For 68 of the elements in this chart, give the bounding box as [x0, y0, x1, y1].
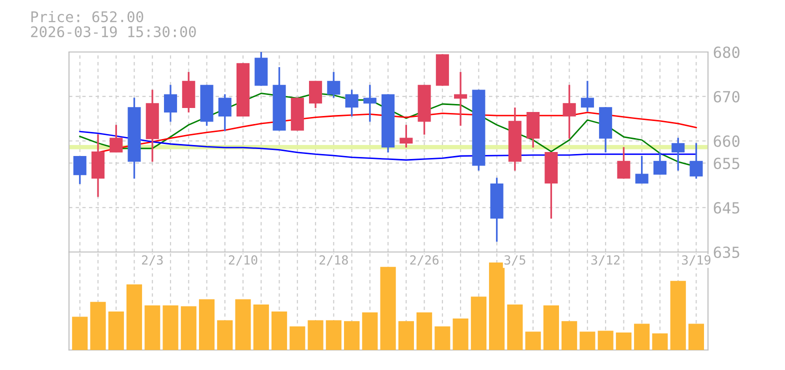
bar [90, 302, 106, 350]
y-tick-label: 670 [714, 90, 740, 103]
bar [253, 304, 269, 350]
bar [108, 312, 124, 350]
bar [470, 296, 486, 350]
bar [434, 326, 450, 350]
candlestick [363, 84, 376, 123]
y-tick-label: 635 [714, 246, 740, 258]
x-tick-label: 2/3 [142, 255, 163, 266]
x-tick-label: 3/12 [591, 255, 620, 266]
candlestick [580, 80, 594, 112]
candlestick [400, 124, 413, 148]
x-tick-label: 2/26 [410, 255, 439, 266]
candlestick [73, 155, 86, 185]
bar [235, 299, 251, 350]
bar [271, 312, 288, 350]
bar [598, 330, 614, 350]
bar [452, 318, 468, 350]
chart-title: Price: 652.00 [31, 10, 144, 22]
y-tick-label: 655 [714, 158, 740, 170]
candlestick [110, 124, 123, 154]
candlestick [653, 152, 666, 176]
y-tick-label: 680 [714, 46, 740, 58]
bar [525, 332, 541, 350]
bar [126, 284, 142, 350]
candlestick [690, 142, 703, 180]
y-tick-label: 645 [714, 202, 740, 214]
candlestick [327, 71, 340, 99]
candlestick [562, 84, 576, 140]
bar [489, 262, 505, 350]
candlestick [617, 146, 630, 180]
bar [198, 299, 215, 350]
bar [652, 333, 668, 350]
x-tick-label: 3/19 [682, 255, 710, 266]
candlestick [672, 136, 685, 172]
bar [217, 320, 233, 350]
bar [634, 324, 650, 350]
bar [72, 316, 88, 350]
bar [290, 326, 306, 350]
candlestick [635, 155, 648, 184]
x-tick-label: 2/10 [228, 255, 258, 266]
line-series [79, 130, 697, 161]
bar [580, 332, 596, 350]
x-tick-label: 3/5 [504, 255, 526, 266]
bar [380, 266, 396, 350]
bar [543, 305, 559, 350]
candlestick [218, 93, 232, 132]
x-tick-label: 2/18 [320, 255, 348, 266]
bar [616, 332, 632, 350]
bar [144, 305, 160, 350]
bar [308, 320, 324, 350]
y-tick-label: 660 [714, 135, 740, 147]
candlestick [454, 71, 468, 127]
bar [670, 280, 686, 350]
bar [180, 306, 196, 350]
candlestick [164, 84, 178, 123]
bar [507, 304, 523, 350]
bar [562, 321, 578, 350]
candlestick [309, 80, 322, 109]
bar [362, 312, 378, 350]
bar [398, 321, 414, 350]
bar [326, 320, 342, 350]
bar [162, 305, 178, 350]
chart-subtitle: 2026-03-19 15:30:00 [31, 26, 196, 38]
candlestick [345, 88, 358, 118]
bar [416, 312, 432, 350]
bar [344, 321, 360, 350]
bar [688, 324, 704, 350]
